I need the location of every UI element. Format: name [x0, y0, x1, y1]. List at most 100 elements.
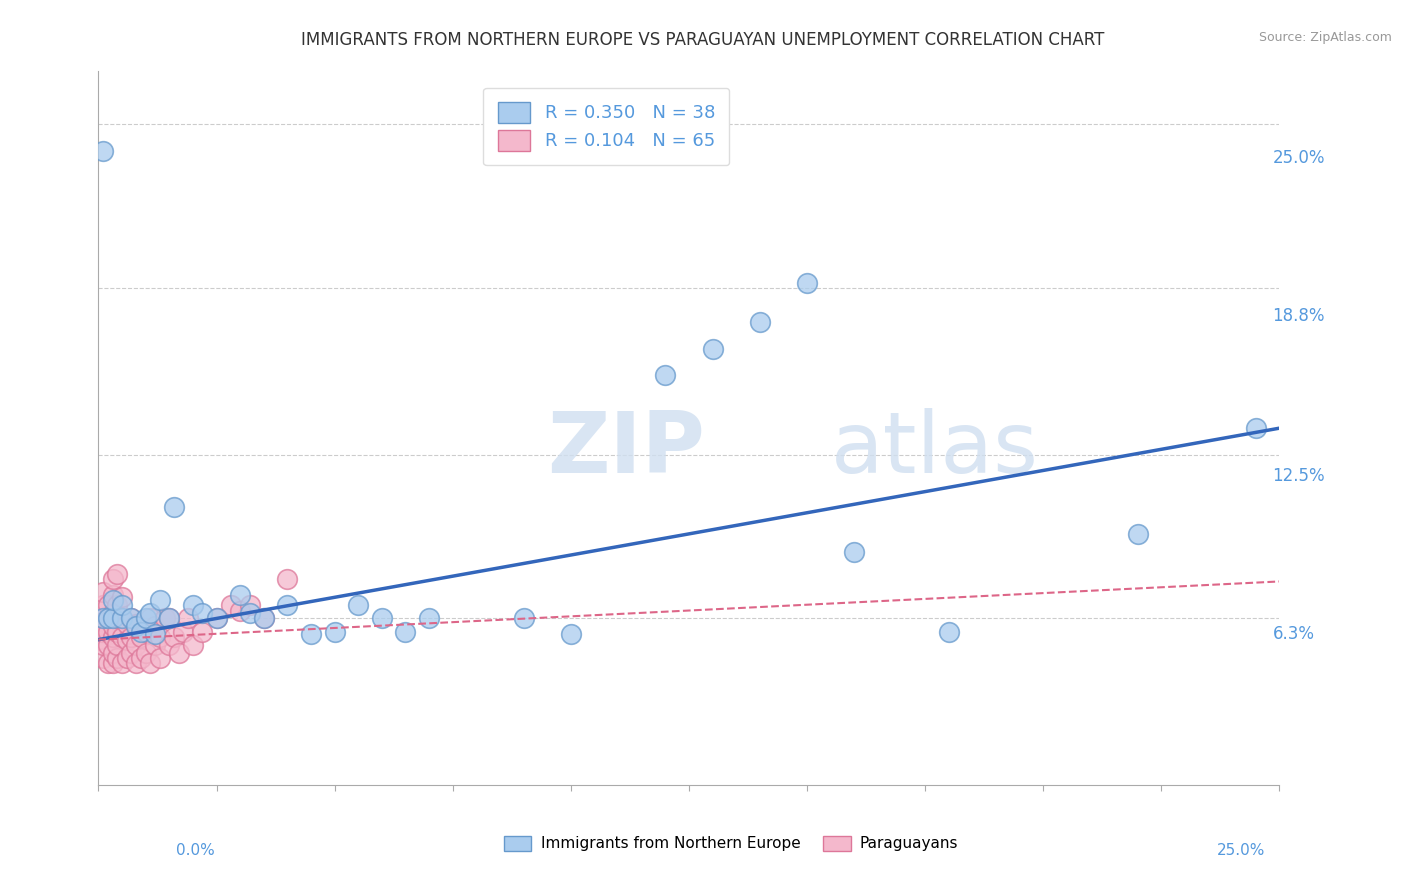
- Legend: Immigrants from Northern Europe, Paraguayans: Immigrants from Northern Europe, Paragua…: [498, 830, 965, 857]
- Text: ZIP: ZIP: [547, 408, 704, 491]
- Point: [205, 611, 228, 625]
- Text: Source: ZipAtlas.com: Source: ZipAtlas.com: [1258, 31, 1392, 45]
- Point: [101, 657, 124, 671]
- Point: [115, 632, 138, 647]
- Point: [91, 638, 114, 652]
- Point: [101, 630, 124, 644]
- Point: [205, 611, 228, 625]
- Text: 25.0%: 25.0%: [1218, 843, 1265, 858]
- Point: [111, 611, 134, 625]
- Point: [654, 368, 676, 383]
- Point: [129, 624, 152, 639]
- Point: [512, 611, 534, 625]
- Point: [101, 611, 124, 625]
- Text: 12.5%: 12.5%: [1272, 467, 1324, 485]
- Point: [1244, 421, 1267, 435]
- Point: [125, 616, 148, 631]
- Point: [276, 572, 298, 586]
- Point: [163, 500, 186, 515]
- Point: [129, 630, 152, 644]
- Text: 0.0%: 0.0%: [176, 843, 215, 858]
- Text: 6.3%: 6.3%: [1272, 624, 1315, 642]
- Legend: R = 0.350   N = 38, R = 0.104   N = 65: R = 0.350 N = 38, R = 0.104 N = 65: [484, 87, 730, 165]
- Point: [101, 646, 124, 660]
- Point: [121, 646, 143, 660]
- Point: [111, 591, 134, 605]
- Point: [347, 599, 370, 613]
- Point: [149, 630, 172, 644]
- Point: [253, 611, 276, 625]
- Point: [229, 603, 252, 617]
- Point: [115, 616, 138, 631]
- Point: [101, 588, 124, 602]
- Point: [105, 624, 128, 639]
- Point: [299, 627, 322, 641]
- Point: [323, 624, 346, 639]
- Text: 25.0%: 25.0%: [1272, 149, 1324, 167]
- Point: [105, 566, 128, 581]
- Point: [560, 627, 582, 641]
- Point: [181, 599, 204, 613]
- Text: atlas: atlas: [831, 408, 1039, 491]
- Point: [125, 657, 148, 671]
- Point: [143, 627, 166, 641]
- Point: [177, 611, 200, 625]
- Point: [125, 638, 148, 652]
- Point: [135, 611, 157, 625]
- Point: [143, 638, 166, 652]
- Point: [91, 611, 114, 625]
- Point: [167, 646, 190, 660]
- Point: [111, 657, 134, 671]
- Point: [87, 611, 110, 625]
- Point: [91, 585, 114, 599]
- Point: [111, 630, 134, 644]
- Point: [157, 611, 180, 625]
- Point: [105, 611, 128, 625]
- Point: [91, 651, 114, 665]
- Point: [125, 619, 148, 633]
- Point: [121, 630, 143, 644]
- Point: [844, 545, 866, 559]
- Point: [139, 657, 162, 671]
- Text: 18.8%: 18.8%: [1272, 307, 1324, 325]
- Point: [115, 651, 138, 665]
- Point: [121, 611, 143, 625]
- Point: [229, 588, 252, 602]
- Point: [153, 611, 176, 625]
- Point: [394, 624, 416, 639]
- Point: [111, 599, 134, 613]
- Point: [139, 606, 162, 620]
- Point: [702, 342, 724, 356]
- Point: [111, 611, 134, 625]
- Point: [163, 630, 186, 644]
- Point: [97, 657, 120, 671]
- Point: [239, 606, 262, 620]
- Text: IMMIGRANTS FROM NORTHERN EUROPE VS PARAGUAYAN UNEMPLOYMENT CORRELATION CHART: IMMIGRANTS FROM NORTHERN EUROPE VS PARAG…: [301, 31, 1105, 49]
- Point: [172, 624, 194, 639]
- Point: [276, 599, 298, 613]
- Point: [91, 599, 114, 613]
- Point: [938, 624, 960, 639]
- Point: [87, 632, 110, 647]
- Point: [181, 638, 204, 652]
- Point: [105, 638, 128, 652]
- Point: [1126, 527, 1149, 541]
- Point: [121, 611, 143, 625]
- Point: [139, 611, 162, 625]
- Point: [97, 638, 120, 652]
- Point: [135, 624, 157, 639]
- Point: [191, 606, 214, 620]
- Point: [91, 144, 114, 158]
- Point: [97, 611, 120, 625]
- Point: [253, 611, 276, 625]
- Point: [149, 593, 172, 607]
- Point: [418, 611, 440, 625]
- Point: [101, 572, 124, 586]
- Point: [157, 611, 180, 625]
- Point: [191, 624, 214, 639]
- Point: [97, 599, 120, 613]
- Point: [101, 619, 124, 633]
- Point: [91, 611, 114, 625]
- Point: [97, 611, 120, 625]
- Point: [371, 611, 394, 625]
